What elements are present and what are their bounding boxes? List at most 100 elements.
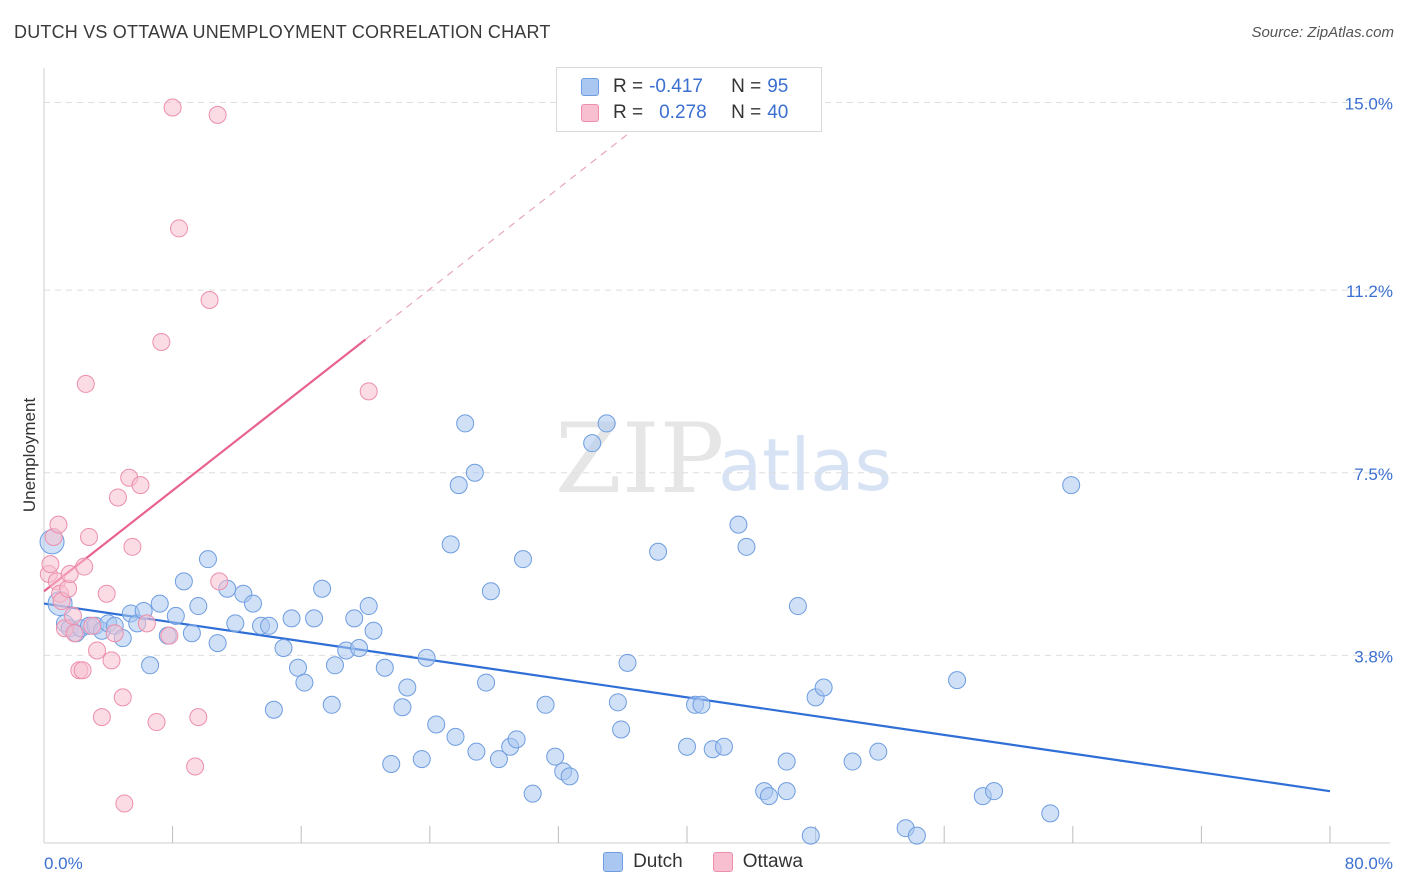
dutch-point [359, 597, 378, 616]
dutch-point [985, 782, 1004, 801]
dutch-point [325, 656, 344, 675]
ottawa-point [115, 794, 134, 813]
dutch-regression-line [43, 602, 1331, 793]
ottawa-point [160, 626, 179, 645]
dutch-point [446, 727, 465, 746]
ottawa-point [41, 555, 60, 574]
dutch-point [1062, 476, 1081, 495]
dutch-point [288, 658, 307, 677]
dutch-point [801, 826, 820, 845]
ottawa-point [137, 614, 156, 633]
ottawa-point [92, 708, 111, 727]
dutch-point [305, 609, 324, 628]
ottawa-point [131, 476, 150, 495]
x-tick-label: 0.0% [44, 854, 83, 873]
dutch-point [583, 434, 602, 453]
dutch-point [546, 747, 565, 766]
ottawa-point [170, 219, 189, 238]
legend-label-dutch: Dutch [633, 851, 683, 872]
axes [43, 68, 1390, 844]
tick-labels: 3.8% 7.5% 11.2% 15.0% 0.0% 80.0% [44, 95, 1393, 873]
legend-item-dutch[interactable]: Dutch [603, 851, 683, 873]
dutch-point [489, 750, 508, 769]
dutch-point [427, 715, 446, 734]
ottawa-point [147, 713, 166, 732]
ottawa-point [59, 579, 78, 598]
dutch-point [618, 653, 637, 672]
dutch-point [260, 616, 279, 635]
y-tick-label: 11.2% [1346, 282, 1393, 301]
dutch-point [382, 755, 401, 774]
dutch-point [560, 767, 579, 786]
dutch-point [737, 537, 756, 556]
grid-lines [44, 102, 1390, 656]
dutch-point [226, 614, 245, 633]
ottawa-point [63, 606, 82, 625]
dutch-point [208, 634, 227, 653]
r-value: 0.278 [659, 102, 707, 123]
ottawa-point [76, 374, 95, 393]
dutch-point [843, 752, 862, 771]
ottawa-point [210, 572, 229, 591]
dutch-point [345, 609, 364, 628]
data-points [39, 98, 1081, 845]
dutch-point [274, 639, 293, 658]
y-tick-label: 7.5% [1354, 465, 1393, 484]
legend-row-dutch: R = -0.417 N = 95 [581, 76, 788, 98]
dutch-point [536, 695, 555, 714]
watermark-atlas: atlas [718, 423, 892, 507]
dutch-point [313, 579, 332, 598]
dutch-point [465, 463, 484, 482]
dutch-point [507, 730, 526, 749]
watermark-zip: ZIP [555, 403, 724, 515]
dutch-point [678, 737, 696, 756]
dutch-point [869, 742, 888, 761]
dutch-point [729, 515, 748, 534]
dutch-point [948, 671, 967, 690]
dutch-point [477, 673, 496, 692]
dutch-point [364, 621, 383, 640]
dutch-point [398, 678, 417, 697]
ottawa-point [186, 757, 205, 776]
ottawa-point [108, 488, 127, 507]
r-label: R = [613, 76, 644, 97]
n-value: 95 [767, 76, 789, 97]
dutch-point [166, 606, 185, 625]
dutch-point [777, 782, 796, 801]
dutch-point [182, 624, 201, 643]
legend-item-ottawa[interactable]: Ottawa [712, 851, 803, 873]
ottawa-point [102, 651, 121, 670]
dutch-point [597, 414, 616, 433]
dutch-point [814, 678, 833, 697]
dutch-point [150, 594, 169, 613]
dutch-point [141, 656, 160, 675]
chart-title: DUTCH VS OTTAWA UNEMPLOYMENT CORRELATION… [14, 22, 551, 42]
ottawa-point [152, 332, 171, 351]
dutch-point [282, 609, 301, 628]
dutch-point [441, 535, 460, 554]
ottawa-point [113, 688, 132, 707]
ottawa-point [80, 527, 99, 546]
dutch-point [714, 737, 733, 756]
series-legend: Dutch Ottawa [0, 851, 1406, 873]
dutch-swatch [603, 852, 624, 872]
dutch-point [1041, 804, 1060, 823]
n-label: N = [731, 76, 762, 97]
y-tick-label: 15.0% [1345, 95, 1393, 114]
n-value: 40 [767, 102, 789, 123]
ottawa-point [189, 708, 208, 727]
ottawa-point [208, 105, 227, 124]
ottawa-point [75, 557, 94, 576]
dutch-point [393, 698, 412, 717]
dutch-point [417, 648, 436, 667]
ottawa-swatch [712, 852, 733, 872]
dutch-swatch [581, 78, 599, 96]
x-tick-label: 80.0% [1345, 854, 1393, 873]
dutch-point [243, 594, 262, 613]
dutch-point [608, 693, 627, 712]
dutch-point [198, 550, 217, 569]
ottawa-point [200, 291, 219, 310]
dutch-point [350, 639, 369, 658]
dutch-point [777, 752, 796, 771]
